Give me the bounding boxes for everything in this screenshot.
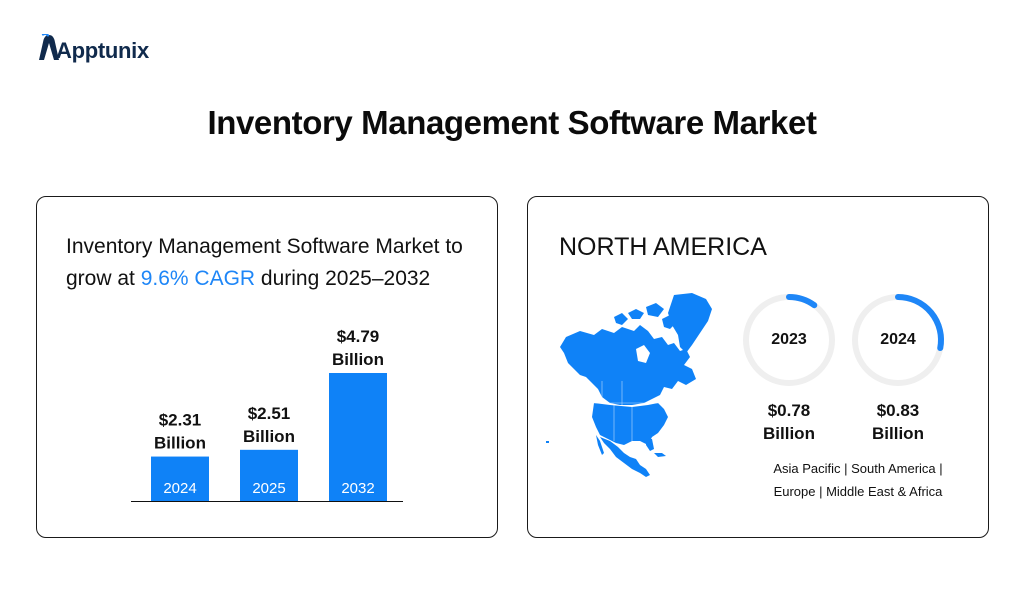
growth-headline: Inventory Management Software Market to … bbox=[66, 231, 466, 295]
market-growth-card: Inventory Management Software Market to … bbox=[36, 196, 498, 538]
page-title: Inventory Management Software Market bbox=[207, 104, 817, 141]
bar-value-label: $4.79 bbox=[337, 327, 380, 346]
other-regions-line-1: Asia Pacific | South America | bbox=[773, 461, 943, 476]
ring-value-2023: $0.78 Billion bbox=[734, 399, 844, 445]
bar-value-label: $2.31 bbox=[159, 411, 202, 430]
bar-2025 bbox=[240, 449, 298, 501]
ring-progress-2024 bbox=[895, 294, 944, 352]
bar-2032 bbox=[329, 373, 387, 501]
bar-unit-label: Billion bbox=[332, 350, 384, 369]
market-bar-chart: 2024 $2.31 Billion 2025 $2.51 Billion 2032 $4.7… bbox=[131, 327, 403, 502]
north-america-map-icon bbox=[546, 293, 712, 477]
bar-2024 bbox=[151, 456, 209, 501]
ring-year-2024: 2024 bbox=[880, 331, 916, 348]
north-america-card: NORTH AMERICA bbox=[527, 196, 989, 538]
ring-progress-2023 bbox=[786, 294, 818, 309]
year-progress-rings bbox=[743, 294, 944, 386]
region-title: NORTH AMERICA bbox=[559, 233, 767, 261]
ring-year-2023: 2023 bbox=[771, 331, 807, 348]
headline-text: Inventory Management Software Market to … bbox=[66, 235, 463, 290]
other-regions-line-2: Europe | Middle East & Africa bbox=[773, 484, 943, 499]
headline-period: during 2025–2032 bbox=[255, 267, 431, 290]
brand-logo[interactable]: Apptunix bbox=[38, 30, 149, 64]
ring-value-2023-unit: Billion bbox=[763, 424, 815, 443]
bar-unit-label: Billion bbox=[243, 427, 295, 446]
ring-value-2024: $0.83 Billion bbox=[843, 399, 953, 445]
bar-unit-label: Billion bbox=[154, 434, 206, 453]
ring-value-2024-unit: Billion bbox=[872, 424, 924, 443]
cagr-highlight: 9.6% CAGR bbox=[140, 267, 256, 290]
bar-value-label: $2.51 bbox=[248, 404, 291, 423]
apptunix-logo-icon bbox=[39, 34, 59, 60]
ring-value-2024-amount: $0.83 bbox=[876, 401, 920, 420]
bar-category-label: 2024 bbox=[163, 480, 196, 497]
ring-value-2023-amount: $0.78 bbox=[767, 401, 811, 420]
bar-category-label: 2025 bbox=[252, 480, 285, 497]
other-regions-list: Asia Pacific | South America | Europe | … bbox=[748, 457, 968, 503]
bar-category-label: 2032 bbox=[341, 480, 374, 497]
brand-name: Apptunix bbox=[56, 38, 149, 63]
